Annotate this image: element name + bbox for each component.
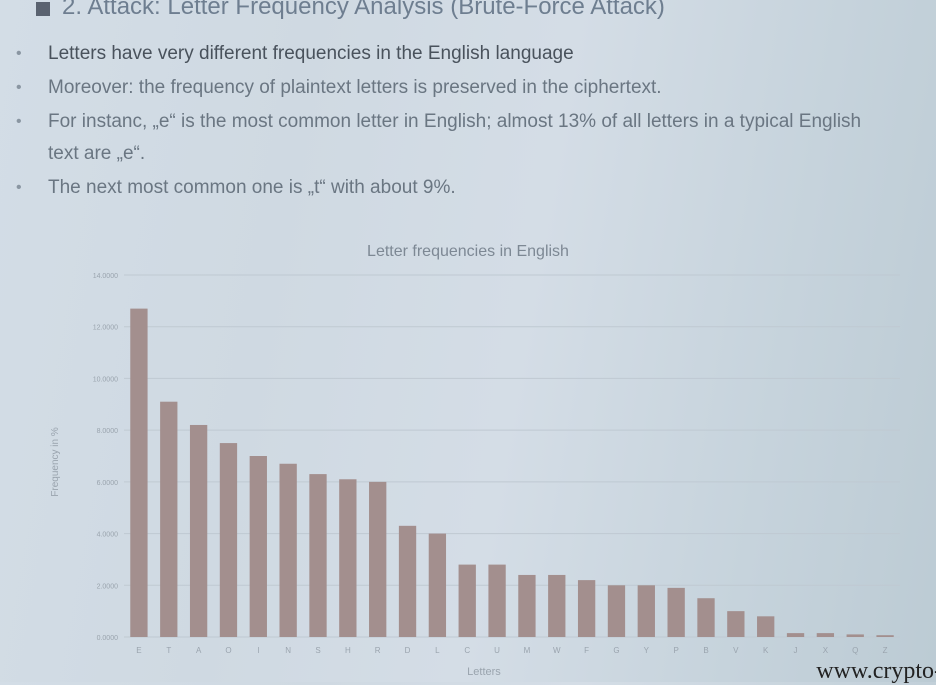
x-tick-label: O (225, 646, 231, 655)
bar-Z (876, 635, 894, 637)
y-axis-label: Frequency in % (50, 427, 61, 497)
bullet-item: • Moreover: the frequency of plaintext l… (14, 72, 894, 104)
x-axis-label: Letters (467, 666, 501, 678)
x-tick-label: P (673, 646, 678, 655)
y-tick-label: 8.0000 (97, 428, 119, 435)
bar-R (369, 481, 387, 637)
x-tick-label: V (733, 646, 739, 655)
bar-S (309, 474, 327, 637)
bar-I (249, 456, 267, 637)
x-tick-label: T (166, 646, 171, 655)
x-tick-label: U (494, 646, 500, 655)
x-tick-label: S (315, 646, 320, 655)
title-square-icon (36, 2, 50, 16)
y-tick-label: 10.0000 (93, 376, 118, 383)
bar-A (189, 424, 208, 637)
bullet-dot-icon: • (16, 179, 22, 196)
y-tick-label: 0.0000 (97, 635, 119, 642)
x-tick-label: I (257, 646, 259, 655)
bar-B (697, 598, 715, 637)
chart-title: Letter frequencies in English (367, 243, 569, 260)
x-tick-label: W (553, 646, 561, 655)
bar-G (607, 585, 626, 637)
y-tick-label: 2.0000 (97, 583, 119, 590)
grid-lines: 0.0000 2.0000 4.0000 6.0000 8.0000 10.0000 12.… (93, 273, 900, 642)
x-tick-label: K (763, 646, 769, 655)
x-tick-label: Z (883, 646, 888, 655)
x-tick-label: H (345, 646, 351, 655)
bar-O (219, 443, 238, 637)
x-tick-label: R (375, 646, 381, 655)
bar-series (130, 308, 894, 637)
bar-Q (846, 634, 864, 637)
watermark-url: www.crypto- (816, 658, 936, 684)
bar-J (786, 633, 805, 637)
bar-U (488, 564, 506, 637)
x-tick-label: A (196, 646, 202, 655)
letter-frequency-chart: Letter frequencies in English Frequency … (50, 243, 900, 678)
bullet-item: • The next most common one is „t“ with a… (14, 172, 894, 204)
slide-title-text: 2. Attack: Letter Frequency Analysis (Br… (62, 0, 665, 20)
bar-L (428, 533, 447, 637)
bar-M (518, 574, 536, 637)
x-tick-label: C (464, 646, 470, 655)
y-tick-label: 12.0000 (93, 325, 118, 332)
bar-T (160, 401, 178, 637)
bar-F (577, 580, 596, 637)
x-tick-label: X (823, 646, 829, 655)
x-tick-label: E (136, 646, 141, 655)
bar-X (816, 633, 835, 637)
x-tick-label: Q (852, 646, 858, 655)
bar-W (548, 574, 566, 637)
bullet-item: • For instanc, „e“ is the most common le… (14, 106, 894, 170)
slide-title: 2. Attack: Letter Frequency Analysis (Br… (36, 0, 665, 22)
bar-N (279, 463, 297, 637)
x-tick-label: Y (644, 646, 650, 655)
bar-C (458, 564, 476, 637)
y-tick-label: 4.0000 (97, 532, 119, 539)
bar-D (398, 525, 417, 637)
y-tick-label: 14.0000 (93, 273, 118, 280)
x-tick-label: J (794, 646, 798, 655)
bullet-list: • Letters have very different frequencie… (14, 38, 894, 206)
bar-V (727, 611, 745, 637)
bar-E (130, 308, 148, 637)
bar-Y (637, 585, 655, 637)
x-tick-label: M (524, 646, 531, 655)
y-tick-label: 6.0000 (97, 480, 119, 487)
bullet-dot-icon: • (16, 79, 22, 96)
x-tick-label: L (435, 646, 440, 655)
bullet-item: • Letters have very different frequencie… (14, 38, 894, 70)
x-tick-label: F (584, 646, 589, 655)
x-tick-label: D (405, 646, 411, 655)
bullet-text: The next most common one is „t“ with abo… (48, 177, 456, 198)
bar-P (667, 587, 685, 637)
bar-K (757, 616, 775, 637)
bullet-text: Moreover: the frequency of plaintext let… (48, 77, 662, 98)
x-tick-label: G (613, 646, 619, 655)
bullet-dot-icon: • (16, 113, 22, 130)
bullet-text: Letters have very different frequencies … (48, 43, 574, 64)
bullet-text: For instanc, „e“ is the most common lett… (48, 111, 862, 164)
x-tick-label: B (703, 646, 708, 655)
bar-H (339, 479, 357, 637)
bullet-dot-icon: • (16, 45, 22, 62)
x-tick-label: N (285, 646, 291, 655)
